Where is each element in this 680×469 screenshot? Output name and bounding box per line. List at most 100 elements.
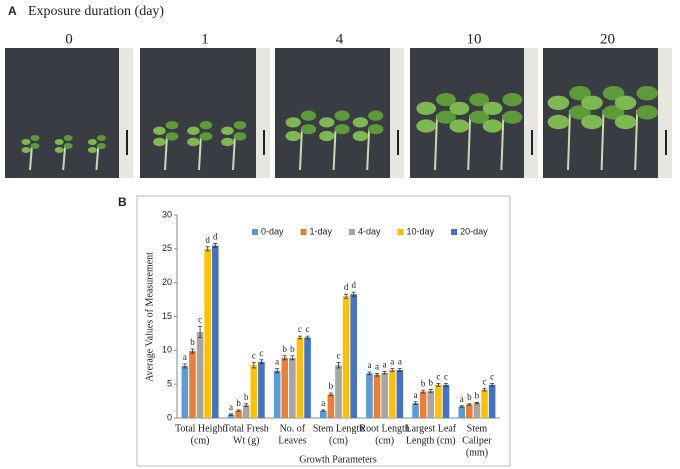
- leaf: [547, 95, 570, 111]
- leaf: [319, 130, 335, 142]
- error-bar: [205, 246, 210, 252]
- leaf: [96, 135, 106, 141]
- leaf: [300, 124, 317, 135]
- bar: [381, 372, 388, 418]
- error-bar: [397, 368, 402, 372]
- ruler: [658, 48, 672, 178]
- legend-swatch: [300, 229, 307, 235]
- x-tick-label: Total Height: [175, 423, 225, 434]
- error-bar: [328, 392, 333, 397]
- stem: [467, 114, 472, 171]
- error-bar: [297, 335, 302, 340]
- leaf: [436, 93, 456, 107]
- leaf: [165, 121, 179, 130]
- stem: [567, 109, 571, 171]
- bar: [281, 357, 289, 418]
- leaf: [502, 93, 523, 107]
- leaf: [233, 132, 247, 141]
- x-tick-label: (cm): [375, 435, 394, 446]
- ruler: [524, 48, 538, 178]
- legend-label: 10-day: [407, 226, 435, 236]
- bar: [296, 337, 304, 418]
- x-tick-label: Largest Leaf: [405, 423, 456, 434]
- significance-letter: c: [298, 324, 302, 334]
- error-bar: [367, 371, 372, 376]
- bar: [250, 365, 258, 418]
- leaf: [449, 101, 470, 115]
- significance-letter: b: [190, 337, 195, 347]
- significance-letter: d: [213, 231, 218, 241]
- significance-letter: c: [259, 348, 263, 358]
- significance-letter: b: [429, 378, 434, 388]
- stem: [62, 144, 67, 171]
- leaf: [54, 139, 64, 145]
- bar: [335, 365, 342, 418]
- x-tick-label: (cm): [329, 435, 348, 446]
- day-label: 20: [600, 31, 615, 47]
- leaf: [569, 105, 591, 120]
- legend-swatch: [451, 229, 458, 235]
- leaf: [352, 117, 369, 128]
- stem: [95, 144, 100, 171]
- significance-letter: c: [444, 372, 448, 382]
- leaf: [547, 114, 570, 130]
- leaf: [469, 110, 490, 124]
- leaf: [221, 137, 234, 147]
- leaf: [352, 130, 369, 142]
- y-axis-label: Average Values of Measurement: [144, 252, 155, 382]
- leaf: [482, 101, 503, 115]
- leaf: [436, 110, 456, 124]
- significance-letter: a: [375, 361, 379, 371]
- ruler: [119, 48, 133, 178]
- y-tick-label: 30: [162, 209, 172, 219]
- leaf: [285, 130, 301, 142]
- ruler: [390, 48, 404, 178]
- significance-letter: c: [337, 351, 341, 361]
- significance-letter: c: [198, 315, 202, 325]
- bar: [320, 410, 327, 418]
- error-bar: [459, 405, 464, 408]
- panel-label: A: [8, 4, 17, 18]
- y-tick-label: 0: [167, 412, 172, 422]
- bar: [458, 406, 466, 418]
- bar: [196, 332, 204, 418]
- significance-letter: c: [252, 351, 256, 361]
- significance-letter: a: [390, 357, 394, 367]
- x-tick-label: Root Length: [360, 423, 410, 434]
- error-bar: [229, 413, 234, 416]
- significance-letter: b: [329, 381, 334, 391]
- leaf: [368, 110, 384, 121]
- leaf: [30, 135, 40, 141]
- significance-letter: c: [306, 324, 310, 334]
- x-axis-label: Growth Parameters: [299, 454, 377, 465]
- x-tick-label: No. of: [280, 423, 306, 434]
- bar: [419, 391, 427, 418]
- significance-letter: a: [367, 360, 371, 370]
- bar: [388, 369, 396, 418]
- leaf: [199, 132, 213, 141]
- leaf: [153, 137, 166, 147]
- y-tick-label: 25: [162, 243, 172, 253]
- leaf: [416, 119, 437, 133]
- error-bar: [290, 355, 295, 361]
- stem: [634, 109, 639, 171]
- legend-swatch: [349, 229, 356, 235]
- leaf: [614, 95, 637, 111]
- bar: [427, 390, 435, 418]
- significance-letter: a: [321, 398, 325, 408]
- y-tick-label: 20: [162, 277, 172, 287]
- panel-label: B: [118, 195, 127, 209]
- error-bar: [213, 243, 218, 248]
- error-bar: [190, 348, 195, 354]
- significance-letter: a: [414, 390, 418, 400]
- bar: [189, 351, 196, 418]
- stem: [366, 127, 371, 171]
- significance-letter: a: [183, 352, 187, 362]
- bar: [442, 384, 450, 418]
- leaf: [54, 147, 64, 153]
- leaf: [21, 139, 31, 145]
- error-bar: [344, 293, 349, 299]
- error-bar: [244, 403, 249, 407]
- y-tick-label: 10: [162, 345, 172, 355]
